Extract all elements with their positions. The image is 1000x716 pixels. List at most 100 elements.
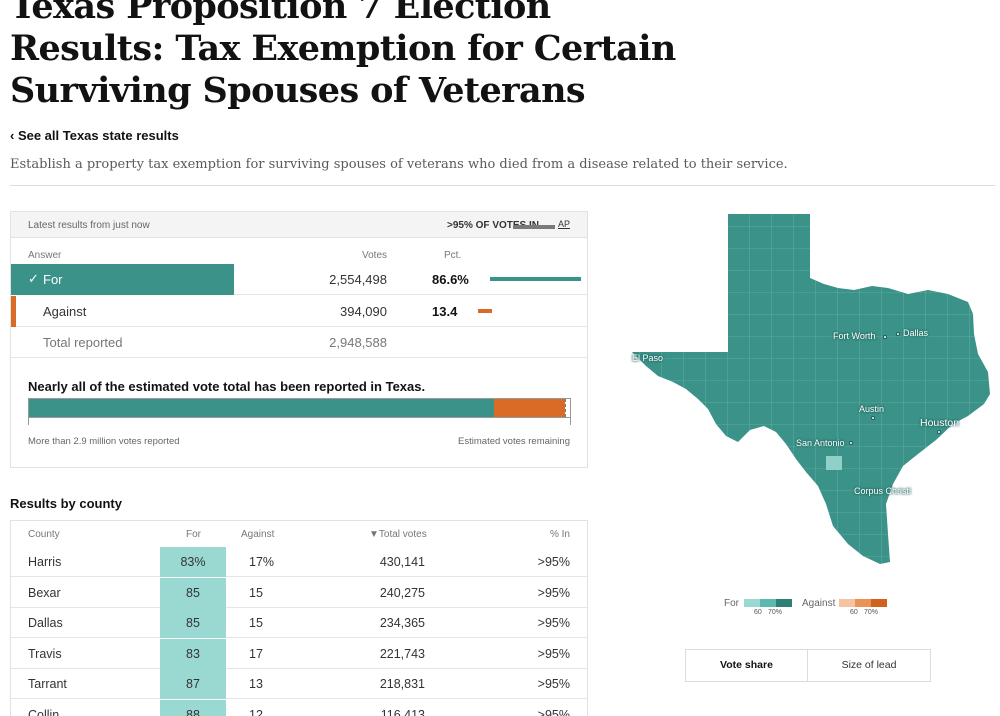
pct-in: >95%: [537, 677, 570, 691]
total-votes: 218,831: [379, 677, 425, 691]
against-pct: 12: [249, 707, 263, 716]
against-pct: 15: [249, 585, 263, 600]
total-votes-sort-header[interactable]: ▼Total votes: [369, 529, 427, 540]
county-name: Harris: [28, 555, 62, 569]
for-share-cell: [160, 669, 226, 699]
vote-count: 2,554,498: [329, 272, 387, 287]
county-row: Travis 83 17 221,743 >95%: [11, 638, 587, 669]
legend-tick: 60: [754, 609, 762, 616]
estimate-remaining-label: Estimated votes remaining: [458, 436, 570, 447]
answer-label: Against: [43, 304, 87, 319]
votes-in-bar: [513, 225, 555, 229]
estimate-bar: [28, 398, 571, 418]
legend-tick: 60: [850, 609, 858, 616]
pct-in-column-header: % In: [549, 529, 570, 540]
total-label: Total reported: [43, 335, 123, 350]
county-grid: [632, 214, 990, 564]
pct-in: >95%: [537, 646, 570, 661]
result-row-for: ✓ For 2,554,498 86.6%: [11, 264, 587, 295]
county-results-title: Results by county: [10, 496, 122, 511]
against-pct: 13: [249, 677, 263, 691]
divider: [10, 185, 995, 186]
votes-column-header: Votes: [362, 250, 388, 261]
legend-for-swatch: [776, 599, 792, 607]
county-row: Collin 88 12 116,413 >95%: [11, 699, 587, 716]
map-legend: For 60 70% Against 60 70%: [724, 596, 904, 620]
for-column-header: For: [186, 529, 201, 540]
legend-for-swatch: [744, 599, 760, 607]
source-link[interactable]: AP: [557, 219, 570, 229]
for-share-cell: [160, 699, 226, 716]
answer-column-header: Answer: [28, 250, 62, 261]
size-of-lead-button[interactable]: Size of lead: [841, 659, 897, 671]
for-pct: 83%: [180, 555, 206, 569]
against-column-header: Against: [241, 529, 275, 540]
county-name: Travis: [28, 646, 62, 661]
against-pct: 17%: [249, 555, 275, 569]
against-pct: 17: [249, 646, 263, 661]
city-label-austin: Austin: [859, 404, 885, 414]
back-to-state-results-link[interactable]: ‹ See all Texas state results: [10, 128, 179, 143]
for-pct: 85: [186, 616, 200, 630]
city-label-san-antonio: San Antonio: [796, 438, 845, 448]
pct-in: >95%: [537, 585, 570, 600]
legend-against-swatch: [871, 599, 887, 607]
vote-pct: 86.6%: [432, 272, 469, 287]
for-pct: 83: [186, 646, 200, 661]
total-row: Total reported 2,948,588: [11, 327, 587, 358]
county-row: Bexar 85 15 240,275 >95%: [11, 577, 587, 608]
for-share-cell: [160, 577, 226, 608]
against-pct: 15: [249, 616, 263, 630]
light-county: [826, 456, 842, 470]
pct-in: >95%: [537, 616, 570, 630]
texas-county-map[interactable]: [618, 204, 998, 574]
county-row: Dallas 85 15 234,365 >95%: [11, 608, 587, 638]
total-votes: 240,275: [379, 585, 425, 600]
city-dot: [883, 335, 887, 339]
for-share-cell: [160, 608, 226, 638]
city-label-dallas: Dallas: [903, 328, 929, 338]
for-share-cell: [160, 547, 226, 577]
for-pct: 88: [186, 707, 200, 716]
estimate-for-segment: [29, 399, 495, 417]
legend-tick: 70%: [768, 609, 783, 616]
for-pct: 87: [186, 677, 200, 691]
against-color-marker: [11, 296, 16, 327]
total-votes: 116,413: [380, 707, 425, 716]
city-dot: [849, 441, 853, 445]
results-card-header: Latest results from just now >95% OF VOT…: [11, 212, 587, 238]
results-card: Latest results from just now >95% OF VOT…: [10, 211, 588, 468]
pct-bar: [478, 309, 493, 313]
pct-bar: [490, 277, 581, 281]
winner-highlight: [11, 264, 234, 295]
page-title: Texas Proposition 7 Election Results: Ta…: [10, 0, 676, 111]
legend-against-label: Against: [802, 598, 836, 609]
total-votes: 430,141: [379, 555, 425, 569]
city-dot: [871, 416, 875, 420]
for-share-cell: [160, 638, 226, 669]
legend-tick: 70%: [864, 609, 879, 616]
pct-column-header: Pct.: [444, 250, 462, 261]
legend-against-swatch: [855, 599, 871, 607]
vote-share-button[interactable]: Vote share: [686, 650, 808, 681]
city-dot: [937, 430, 941, 434]
county-row: Harris 83% 17% 430,141 >95%: [11, 547, 587, 577]
estimate-against-segment: [494, 399, 565, 417]
total-votes: 221,743: [379, 646, 425, 661]
county-row: Tarrant 87 13 218,831 >95%: [11, 669, 587, 699]
county-name: Tarrant: [28, 677, 67, 691]
county-name: Dallas: [28, 616, 63, 630]
map-mode-toggle: Vote share Size of lead: [685, 649, 931, 682]
legend-for-swatch: [760, 599, 776, 607]
checkmark-icon: ✓: [28, 271, 39, 286]
answer-label: For: [43, 272, 63, 287]
vote-count: 394,090: [340, 304, 387, 319]
county-name: Collin: [28, 707, 60, 716]
city-label-houston: Houston: [920, 417, 960, 429]
estimate-reported-label: More than 2.9 million votes reported: [28, 436, 180, 447]
vote-pct: 13.4: [432, 304, 458, 319]
estimate-tick: [570, 418, 571, 425]
estimate-remaining-segment: [565, 399, 570, 417]
total-votes: 234,365: [379, 616, 425, 630]
legend-for-label: For: [724, 598, 739, 609]
